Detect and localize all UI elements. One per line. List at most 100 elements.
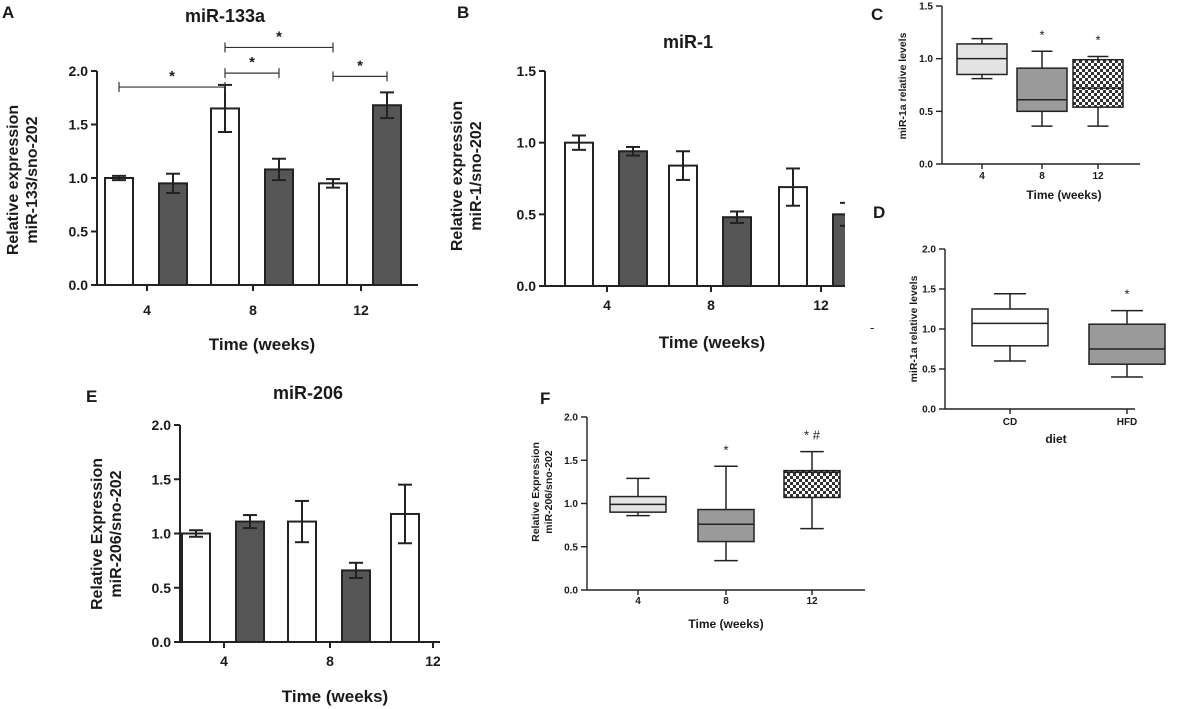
y-axis-label-line1: Relative Expression: [530, 442, 542, 542]
y-axis-label-line2: miR-1/sno-202: [468, 121, 485, 230]
y-tick-label: 0.0: [517, 278, 537, 294]
plot-area-a: 0.0 0.5 1.0 1.5 2.0 4 8 12 * * * *: [69, 28, 418, 318]
x-axis-label: Time (weeks): [659, 333, 765, 352]
panel-label-a: A: [2, 3, 14, 22]
x-tick-label: 4: [220, 653, 228, 669]
bar: [210, 107, 240, 286]
bar: [668, 164, 698, 288]
box: [1016, 67, 1068, 113]
y-axis-label-line1: Relative expression: [449, 101, 466, 251]
box: [783, 469, 841, 499]
significance-label: *: [249, 54, 255, 71]
y-tick-label: 0.0: [69, 277, 89, 293]
panel-label-f: F: [540, 389, 550, 408]
y-tick-label: 1.5: [919, 2, 933, 13]
bar: [390, 512, 420, 643]
bar: [158, 182, 188, 287]
x-tick-label: 12: [425, 653, 440, 669]
x-axis-label: Time (weeks): [688, 617, 763, 631]
y-tick-label: 2.0: [564, 413, 578, 424]
x-tick-label: 8: [1039, 171, 1045, 182]
y-tick-label: 1.0: [517, 135, 537, 151]
x-axis-label: diet: [1045, 432, 1066, 446]
y-axis-label-line2: miR-206/sno-202: [108, 470, 125, 597]
x-tick-label: 12: [353, 302, 369, 318]
x-tick-label: 4: [603, 297, 611, 313]
bar: [341, 569, 371, 643]
y-tick-label: 1.5: [69, 117, 89, 133]
y-axis-label-line1: Relative Expression: [89, 458, 106, 610]
y-tick-label: 0.5: [69, 224, 89, 240]
y-tick-label: 0.5: [564, 542, 578, 553]
y-axis-label: miR-1a relative levels: [897, 32, 909, 139]
y-axis-label: miR-1a relative levels: [908, 275, 920, 382]
y-tick-label: 1.0: [919, 54, 933, 65]
y-tick-label: 1.0: [69, 170, 89, 186]
x-tick-label: 8: [707, 297, 715, 313]
y-tick-label: 1.5: [152, 471, 172, 487]
bar: [264, 168, 294, 286]
stray-mark: -: [870, 320, 874, 335]
y-tick-label: 0.0: [152, 634, 172, 650]
plot-area-f: 0.0 0.5 1.0 1.5 2.0 4 8 * 12 * #: [564, 413, 865, 607]
bar: [181, 532, 211, 643]
x-axis-label: Time (weeks): [209, 335, 315, 354]
box: [697, 508, 755, 543]
x-axis-label: Time (weeks): [282, 687, 388, 706]
panel-label-c: C: [871, 5, 883, 24]
panel-label-d: D: [873, 203, 885, 222]
significance-label: * #: [804, 428, 821, 443]
x-tick-label: 4: [979, 171, 985, 182]
chart-panel-e: E miR-206 Time (weeks) Relative Expressi…: [86, 383, 440, 706]
box: [971, 308, 1049, 347]
chart-panel-f: F Time (weeks) Relative Expression miR-2…: [530, 389, 865, 631]
plot-area-e: 0.0 0.5 1.0 1.5 2.0 4 8 12: [152, 417, 440, 669]
bar: [564, 141, 594, 287]
box: [1088, 323, 1166, 365]
y-tick-label: 1.5: [517, 63, 537, 79]
chart-panel-a: A miR-133a Time (weeks) Relative express…: [2, 3, 418, 354]
x-axis-label: Time (weeks): [1026, 188, 1101, 202]
bar: [318, 182, 348, 287]
chart-title-mir-206: miR-206: [273, 383, 343, 403]
y-tick-label: 2.0: [69, 63, 89, 79]
y-tick-label: 1.0: [152, 526, 172, 542]
panel-label-b: B: [457, 3, 469, 22]
panel-label-e: E: [86, 387, 97, 406]
bar: [832, 213, 845, 287]
box: [1072, 58, 1124, 108]
chart-title-mir-133a: miR-133a: [185, 6, 266, 26]
bar: [235, 520, 265, 643]
x-tick-label: 12: [806, 596, 818, 607]
significance-label: *: [723, 442, 728, 457]
y-axis-label-line2: miR-133/sno-202: [24, 116, 41, 243]
x-tick-label: CD: [1003, 417, 1017, 428]
y-tick-label: 1.5: [564, 456, 578, 467]
chart-title-mir-1: miR-1: [663, 32, 713, 52]
y-axis-label-line2: miR-206/sno-202: [543, 450, 555, 534]
y-tick-label: 1.0: [564, 499, 578, 510]
x-tick-label: 8: [249, 302, 257, 318]
y-tick-label: 0.5: [152, 580, 172, 596]
y-tick-label: 2.0: [922, 245, 936, 256]
plot-area-b: 0.0 0.5 1.0 1.5 4 8 12: [517, 63, 845, 313]
y-tick-label: 0.5: [517, 206, 537, 222]
y-tick-label: 0.0: [922, 405, 936, 416]
x-tick-label: 8: [723, 596, 729, 607]
chart-panel-c: C Time (weeks) miR-1a relative levels 0.…: [871, 2, 1140, 202]
chart-panel-d: D - diet miR-1a relative levels 0.0 0.5 1.…: [870, 203, 1166, 446]
y-tick-label: 0.0: [564, 586, 578, 597]
x-tick-label: 8: [326, 653, 334, 669]
significance-label: *: [357, 57, 363, 74]
bar: [287, 520, 317, 643]
plot-area-c: 0.0 0.5 1.0 1.5 4 8 * 12 *: [919, 2, 1140, 182]
significance-label: *: [1039, 27, 1044, 42]
bar: [618, 150, 648, 287]
y-axis-label-line1: Relative expression: [5, 105, 22, 255]
bar: [372, 104, 402, 286]
y-tick-label: 0.0: [919, 160, 933, 171]
significance-label: *: [1095, 33, 1100, 48]
x-tick-label: 12: [813, 297, 829, 313]
y-tick-label: 0.5: [919, 107, 933, 118]
x-tick-label: 4: [635, 596, 641, 607]
